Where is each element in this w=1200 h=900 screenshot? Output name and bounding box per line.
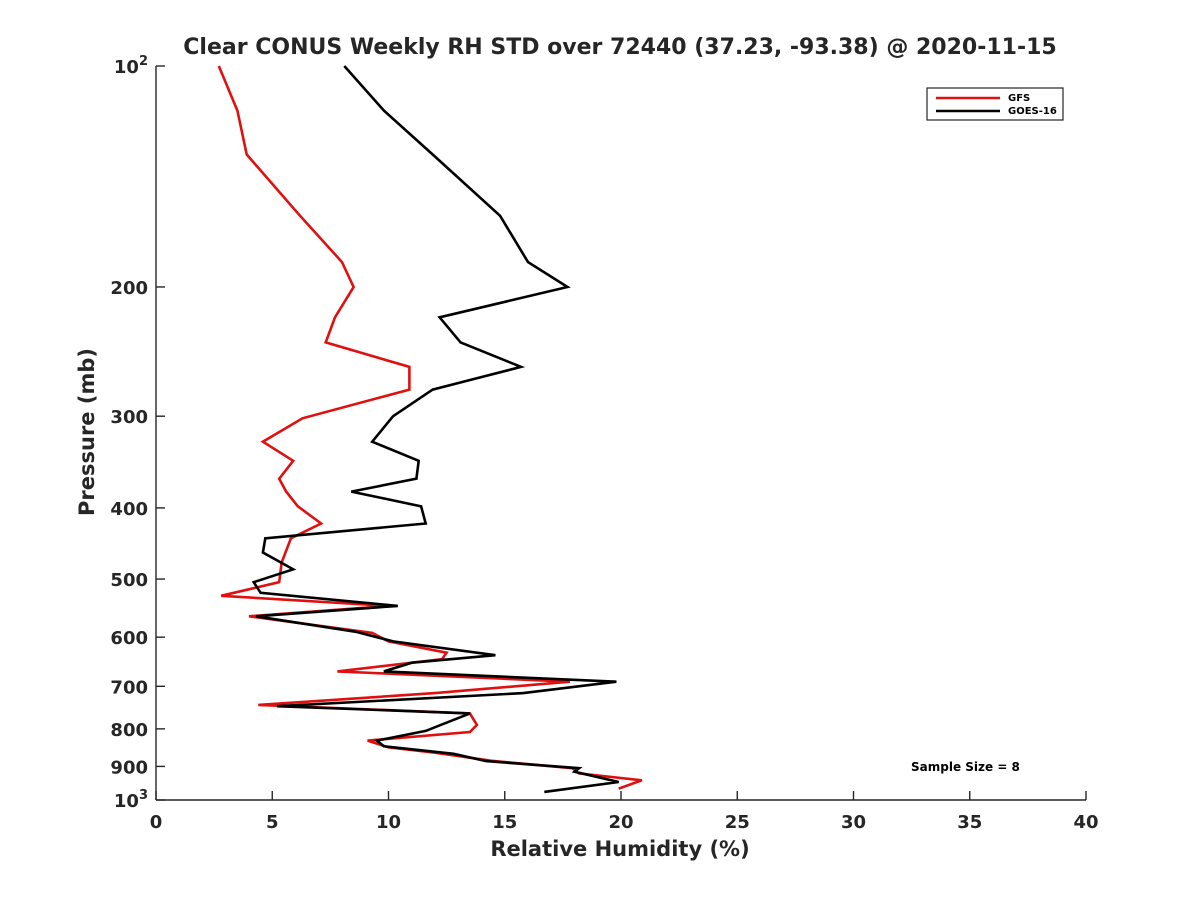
x-tick-label: 35: [957, 812, 982, 833]
x-ticks: 0 5 10 15 20 25 30 35 40: [150, 791, 1099, 833]
y-tick-label: 102: [114, 54, 148, 78]
legend-box: [926, 87, 1064, 121]
x-axis-label: Relative Humidity (%): [490, 837, 749, 861]
sample-size-annotation: Sample Size = 8: [911, 760, 1020, 774]
x-tick-label: 0: [150, 812, 163, 833]
series-line-gfs: [217, 65, 643, 790]
y-tick-label: 800: [110, 720, 148, 741]
x-tick-label: 25: [725, 812, 750, 833]
legend: GFS GOES-16: [926, 87, 1064, 121]
y-ticks: 102 200 300 400 500 600 700 800 900 103: [110, 54, 165, 812]
y-tick-label: 200: [110, 278, 148, 299]
y-tick-label: 900: [110, 757, 148, 778]
plot-area: [156, 66, 1086, 800]
y-axis-label: Pressure (mb): [75, 348, 99, 516]
y-tick-label: 700: [110, 677, 148, 698]
legend-label-gfs: GFS: [1008, 93, 1030, 104]
y-tick-label: 400: [110, 499, 148, 520]
x-tick-label: 15: [492, 812, 517, 833]
y-tick-label: 300: [110, 407, 148, 428]
x-tick-label: 10: [376, 812, 401, 833]
legend-label-goes16: GOES-16: [1008, 106, 1057, 117]
series-layer: [217, 65, 643, 794]
series-line-goes16: [251, 65, 619, 794]
x-tick-label: 20: [608, 812, 633, 833]
x-tick-label: 30: [841, 812, 866, 833]
y-tick-label: 500: [110, 570, 148, 591]
plot-background: [156, 66, 1086, 800]
y-tick-label: 103: [114, 788, 148, 812]
x-tick-label: 40: [1073, 812, 1098, 833]
x-tick-label: 5: [266, 812, 279, 833]
y-tick-label: 600: [110, 628, 148, 649]
chart-title: Clear CONUS Weekly RH STD over 72440 (37…: [183, 35, 1056, 60]
